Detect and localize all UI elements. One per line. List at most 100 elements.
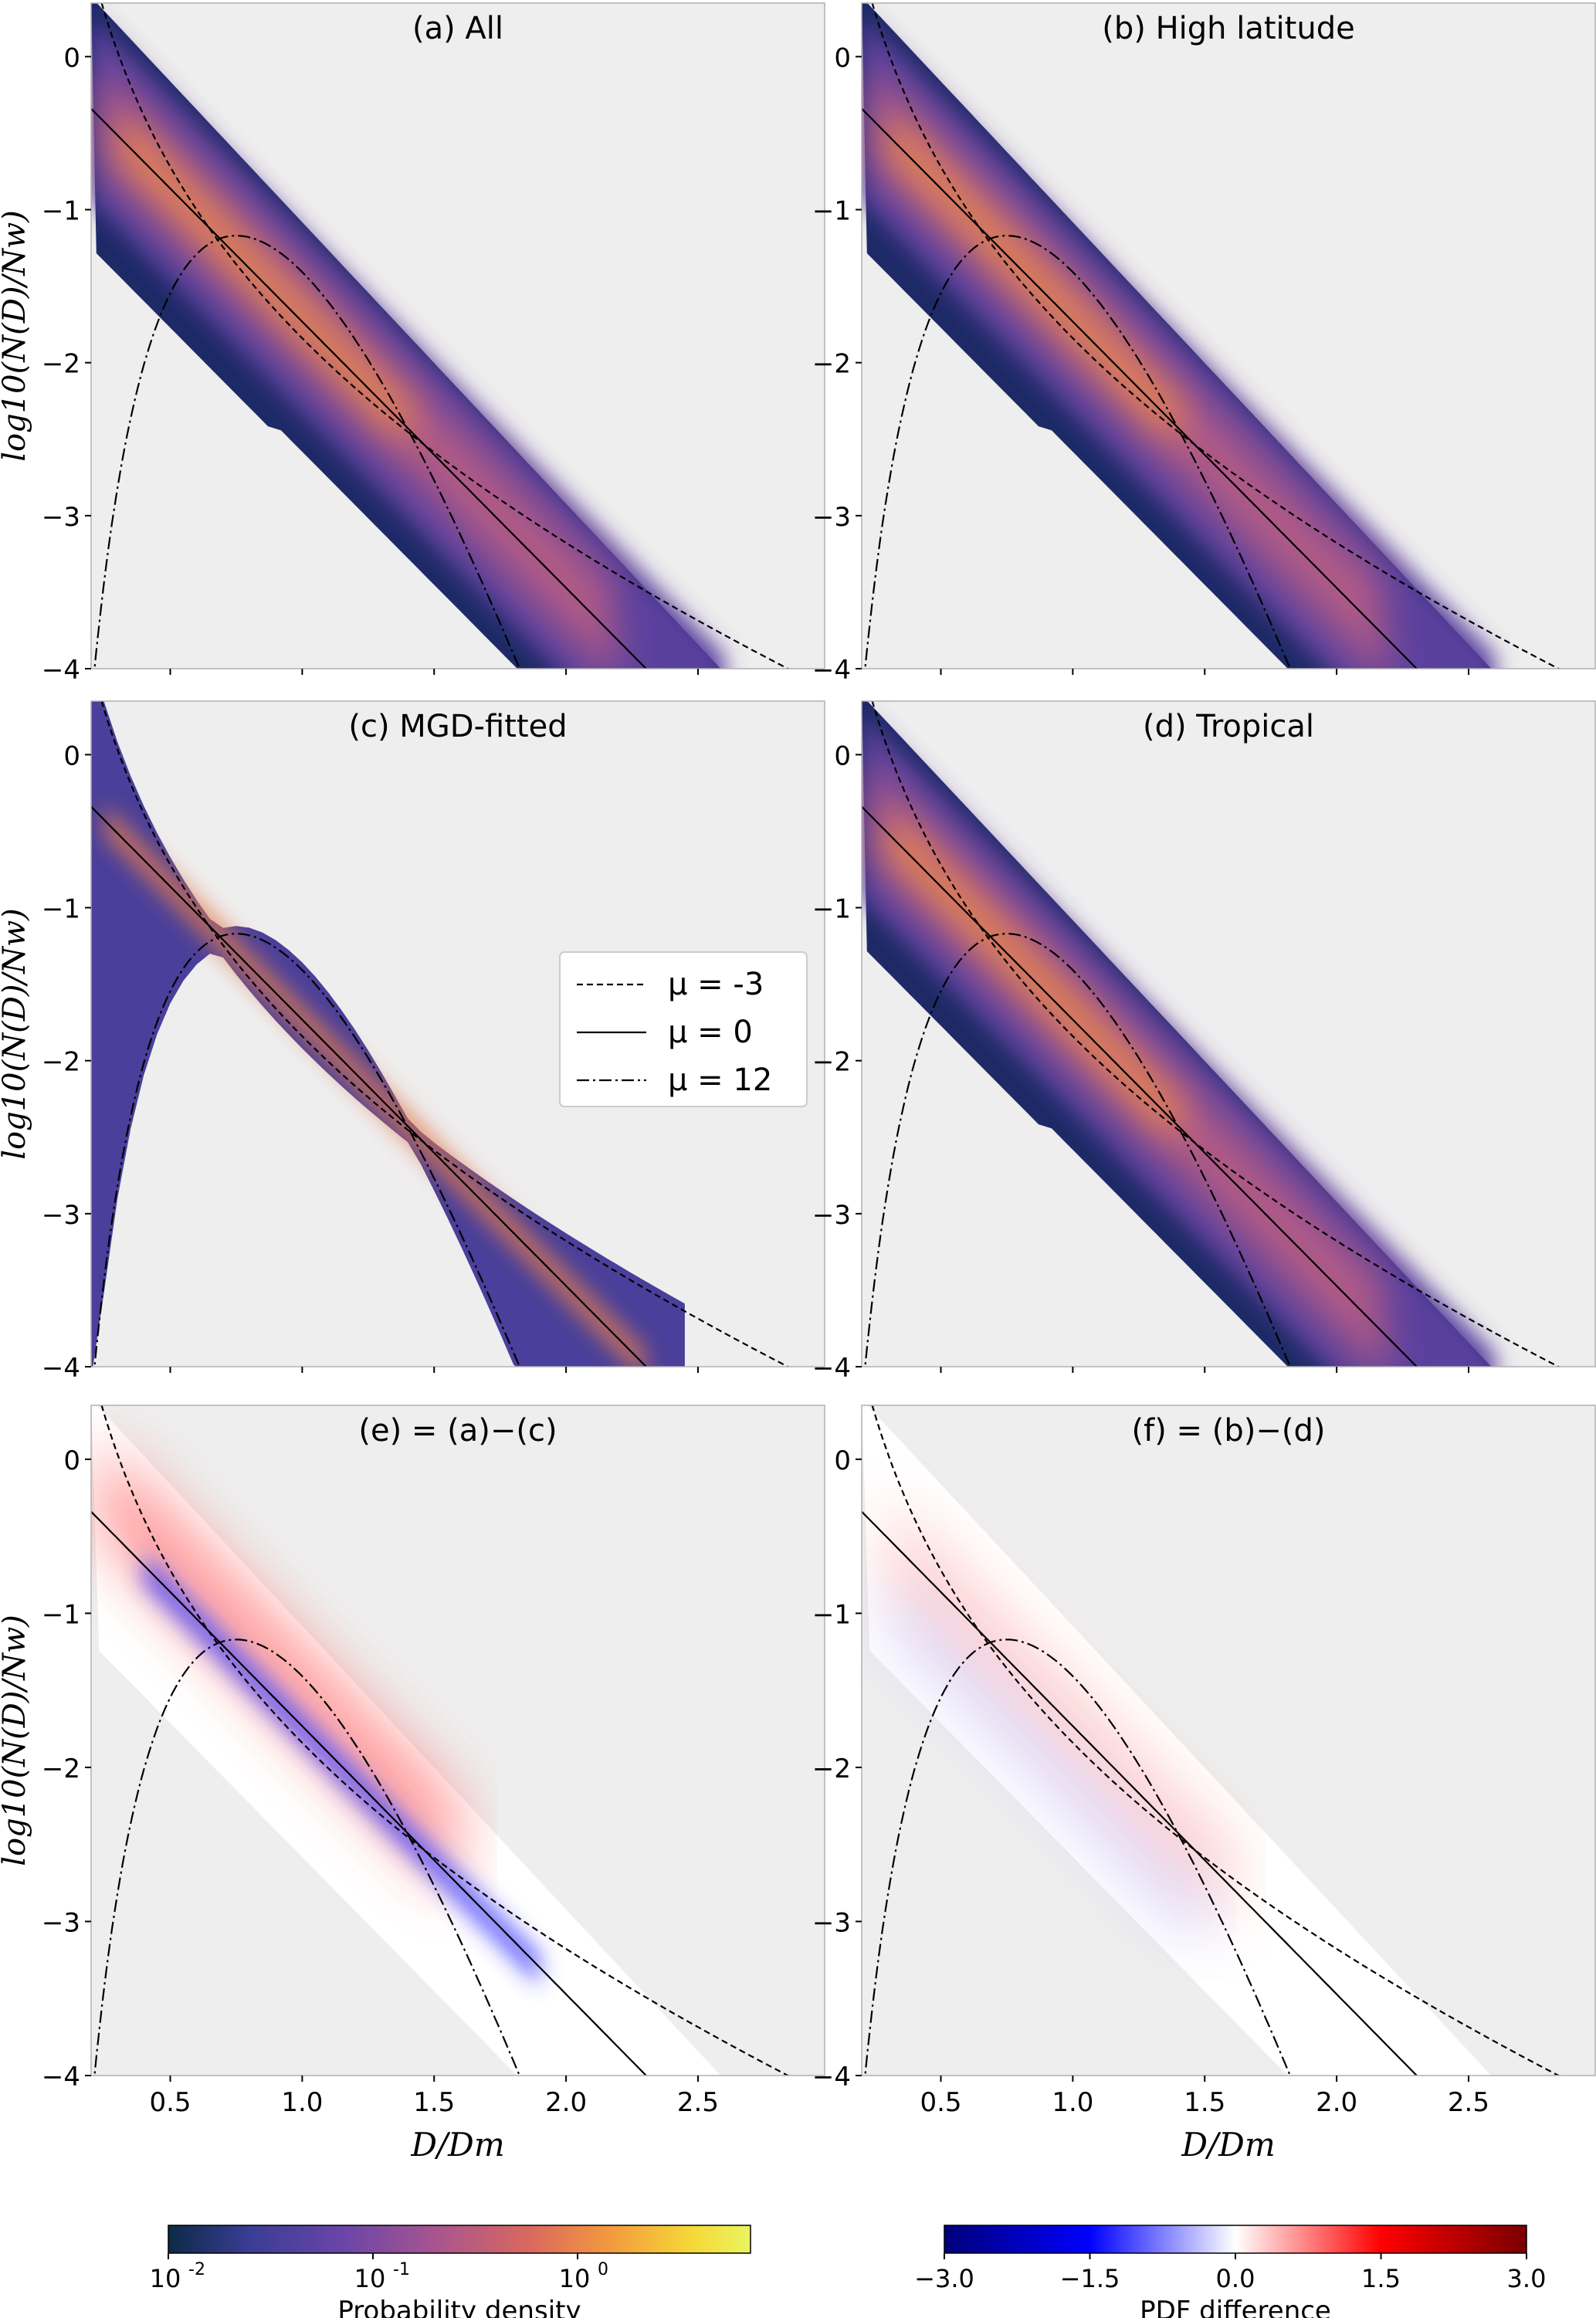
curve-mu--3: [100, 701, 790, 1367]
plot-area: [862, 1405, 1560, 2076]
y-tick-label: −1: [42, 196, 80, 227]
diff-negative: [888, 1584, 1205, 1945]
pdf-mid-region: [862, 16, 1496, 669]
panel-title: (c) MGD-fitted: [348, 709, 567, 744]
y-tick-label: 0: [63, 42, 80, 73]
panel-title: (a) All: [412, 11, 503, 46]
colorbar-tick-label: 0.0: [1216, 2264, 1255, 2293]
x-tick-label: 2.0: [1316, 2087, 1357, 2118]
colorbar-tick-label: −1.5: [1060, 2264, 1120, 2293]
curve-mu--3: [100, 3, 790, 669]
panel-title: (e) = (a)−(c): [358, 1413, 557, 1449]
colorbar-tick-exponent: -2: [188, 2260, 205, 2279]
x-tick-label: 1.0: [1052, 2087, 1093, 2118]
curve-mu-0: [862, 1510, 1418, 2076]
panel-e: (e) = (a)−(c) 0 −1 −2 −3 −4 0.5 1.0 1.5 2.0 2.5 log…: [0, 1405, 825, 2164]
curve-mu-12: [93, 235, 521, 669]
plot-area: [91, 3, 790, 669]
x-tick-label: 1.5: [1184, 2087, 1225, 2118]
curve-mu-12: [864, 1639, 1292, 2076]
curve-mu--3: [871, 701, 1560, 1367]
curve-mu-12: [93, 1639, 521, 2076]
colorbar-tick-label: 3.0: [1507, 2264, 1547, 2293]
y-tick-label: −3: [42, 1907, 80, 1938]
axes-frame: [90, 700, 825, 1367]
x-tick-label: 1.0: [281, 2087, 323, 2118]
pdf-mid-region: [91, 16, 725, 669]
axes-frame: [90, 2, 825, 669]
pdf-core-region: [888, 112, 1179, 447]
colorbar-label: PDF difference: [1140, 2296, 1331, 2318]
plot-area: [91, 701, 790, 1367]
y-tick-label: 0: [834, 740, 851, 771]
y-tick-label: −4: [812, 2062, 851, 2093]
pdf-core-region: [888, 810, 1179, 1145]
y-tick-label: −2: [812, 349, 851, 380]
y-tick-label: −3: [812, 1907, 851, 1938]
plot-area: [862, 3, 1560, 669]
legend: μ = -3 μ = 0 μ = 12: [559, 951, 808, 1107]
y-tick-label: −1: [812, 1599, 851, 1630]
legend-label: μ = 0: [668, 1015, 753, 1050]
y-tick-label: −3: [42, 1200, 80, 1231]
y-tick-label: 0: [63, 740, 80, 771]
diff-negative: [144, 1553, 540, 1986]
panel-d: (d) Tropical 0 −1 −2 −3 −4: [812, 700, 1596, 1384]
pdf-mid-region: [862, 714, 1496, 1367]
colorbar-gradient: [168, 2225, 751, 2254]
colorbar-tick-label: 1.5: [1361, 2264, 1401, 2293]
y-axis-label: log10(N(D)/Nw): [0, 210, 32, 462]
colorbar-tick-label: −3.0: [914, 2264, 974, 2293]
x-tick-label: 2.0: [545, 2087, 587, 2118]
x-tick-label: 2.5: [1448, 2087, 1489, 2118]
curve-mu--3: [871, 3, 1560, 669]
pdf-core-region: [117, 112, 408, 447]
y-tick-label: −2: [42, 1754, 80, 1784]
y-tick-label: −4: [812, 1353, 851, 1384]
y-tick-label: −1: [42, 1599, 80, 1630]
colorbar-tick-exponent: -1: [393, 2260, 410, 2279]
axes-frame: [861, 2, 1596, 669]
y-tick-label: −2: [812, 1754, 851, 1784]
legend-label: μ = 12: [668, 1062, 772, 1098]
axes-frame: [90, 1405, 825, 2076]
plot-area: [91, 1405, 790, 2076]
y-tick-label: −2: [42, 1047, 80, 1078]
y-tick-label: −4: [42, 1353, 80, 1384]
curve-mu-12: [864, 933, 1292, 1367]
panel-c: (c) MGD-fitted 0 −1 −2 −3 −4 log10(N(D)/Nw) μ =…: [0, 700, 825, 1384]
fitted-core: [104, 805, 646, 1367]
curve-mu-12: [864, 235, 1292, 669]
y-tick-label: −4: [812, 655, 851, 686]
diff-region: [91, 1405, 721, 2076]
colorbar-tick-label: 10: [150, 2264, 181, 2293]
panel-b: (b) High latitude 0 −1 −2 −3 −4: [812, 2, 1596, 686]
fitted-region: [91, 701, 685, 1367]
y-tick-label: −2: [812, 1047, 851, 1078]
x-tick-label: 0.5: [149, 2087, 191, 2118]
y-tick-label: 0: [63, 1445, 80, 1476]
y-tick-label: −1: [42, 894, 80, 925]
y-tick-label: −4: [42, 655, 80, 686]
curve-mu-12: [93, 933, 521, 1367]
y-tick-label: −3: [812, 502, 851, 533]
y-tick-label: −1: [812, 196, 851, 227]
plot-area: [862, 701, 1560, 1367]
panel-title: (f) = (b)−(d): [1132, 1413, 1326, 1449]
axes-frame: [861, 1405, 1596, 2076]
colorbar-probability-density: 10 -2 10 -1 10 0 Probability density: [150, 2225, 751, 2318]
x-axis-label: D/Dm: [1181, 2126, 1275, 2164]
colorbar-tick-label: 10: [559, 2264, 591, 2293]
x-tick-label: 0.5: [920, 2087, 961, 2118]
y-tick-label: −3: [812, 1200, 851, 1231]
legend-label: μ = -3: [668, 967, 764, 1002]
diff-positive: [96, 1439, 461, 1895]
y-axis-label: log10(N(D)/Nw): [0, 1615, 32, 1866]
colorbar-label: Probability density: [337, 2296, 581, 2318]
y-tick-label: −4: [42, 2062, 80, 2093]
panel-title: (b) High latitude: [1102, 11, 1354, 46]
y-tick-label: 0: [834, 42, 851, 73]
panel-title: (d) Tropical: [1143, 709, 1314, 744]
x-axis-label: D/Dm: [410, 2126, 504, 2164]
